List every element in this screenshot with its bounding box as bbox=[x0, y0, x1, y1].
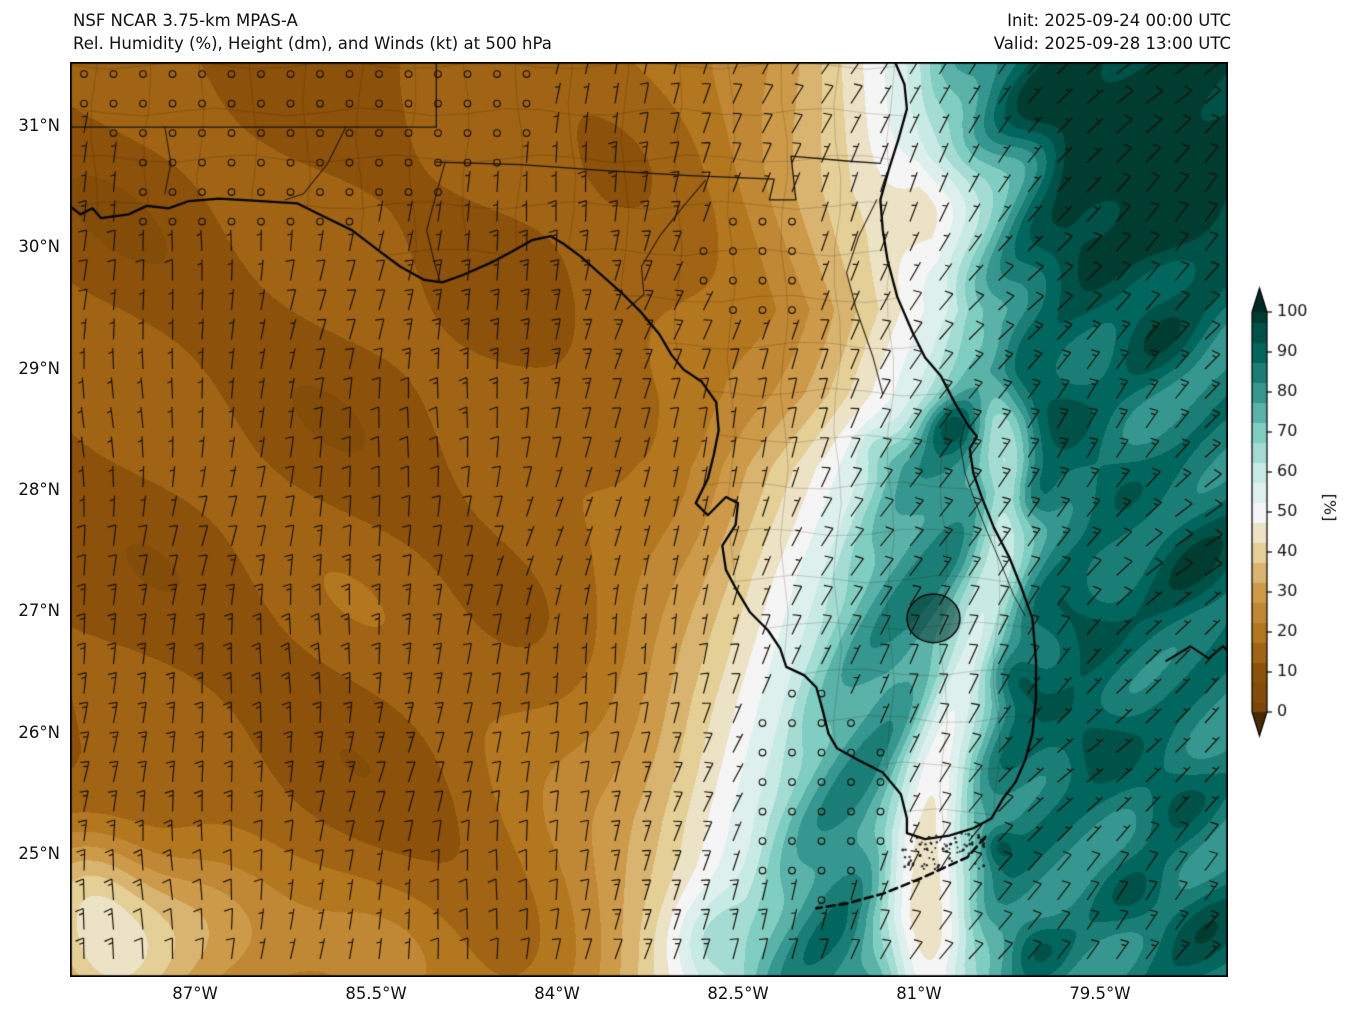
y-tick-label: 29°N bbox=[18, 358, 60, 378]
y-tick-label: 28°N bbox=[18, 479, 60, 499]
y-tick-label: 27°N bbox=[18, 601, 60, 621]
x-tick-label: 81°W bbox=[896, 984, 942, 1003]
model-title: NSF NCAR 3.75-km MPAS-A bbox=[73, 11, 298, 30]
y-tick-label: 25°N bbox=[18, 843, 60, 863]
y-tick-label: 31°N bbox=[18, 116, 60, 136]
y-tick-label: 26°N bbox=[18, 722, 60, 742]
map-canvas bbox=[70, 62, 1228, 977]
valid-time-label: Valid: 2025-09-28 13:00 UTC bbox=[993, 34, 1231, 53]
x-tick-label: 82.5°W bbox=[707, 984, 769, 1003]
x-tick-label: 87°W bbox=[172, 984, 218, 1003]
x-tick-label: 79.5°W bbox=[1069, 984, 1131, 1003]
y-tick-label: 30°N bbox=[18, 237, 60, 257]
field-subtitle: Rel. Humidity (%), Height (dm), and Wind… bbox=[73, 34, 552, 53]
x-tick-label: 85.5°W bbox=[345, 984, 407, 1003]
colorbar-canvas bbox=[1240, 280, 1350, 750]
init-time-label: Init: 2025-09-24 00:00 UTC bbox=[1007, 11, 1231, 30]
colorbar-unit-label: [%] bbox=[1320, 493, 1340, 522]
x-tick-label: 84°W bbox=[534, 984, 580, 1003]
